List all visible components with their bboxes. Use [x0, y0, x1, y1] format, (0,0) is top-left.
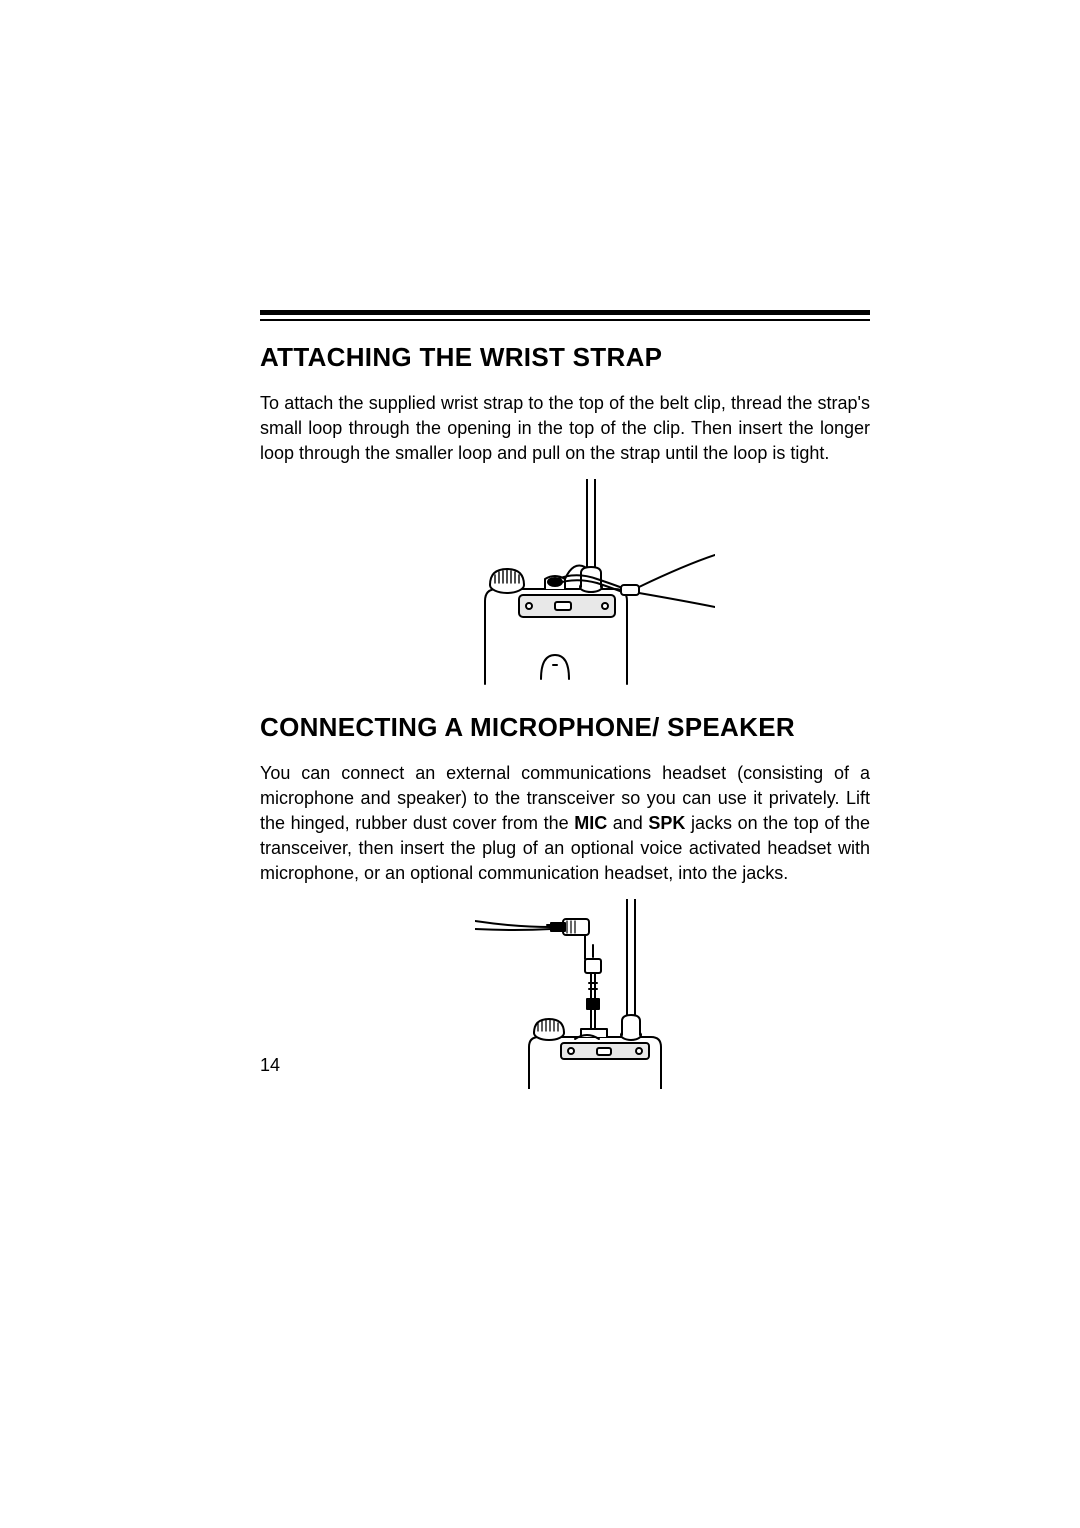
figure-wrist-strap — [260, 479, 870, 689]
section-title-wrist-strap: ATTACHING THE WRIST STRAP — [260, 343, 870, 373]
figure-mic-speaker — [260, 899, 870, 1089]
section-title-mic-speaker: CONNECTING A MICROPHONE/ SPEAKER — [260, 713, 870, 743]
paragraph-wrist-strap: To attach the supplied wrist strap to th… — [260, 391, 870, 465]
manual-page: ATTACHING THE WRIST STRAP To attach the … — [0, 0, 1080, 1528]
label-spk: SPK — [648, 813, 685, 833]
paragraph-mic-speaker: You can connect an external communicatio… — [260, 761, 870, 885]
illustration-wrist-strap — [415, 479, 715, 689]
page-number: 14 — [260, 1055, 280, 1076]
para2-and: and — [607, 813, 648, 833]
section-rule — [260, 310, 870, 321]
illustration-mic-speaker — [475, 899, 715, 1089]
label-mic: MIC — [574, 813, 607, 833]
